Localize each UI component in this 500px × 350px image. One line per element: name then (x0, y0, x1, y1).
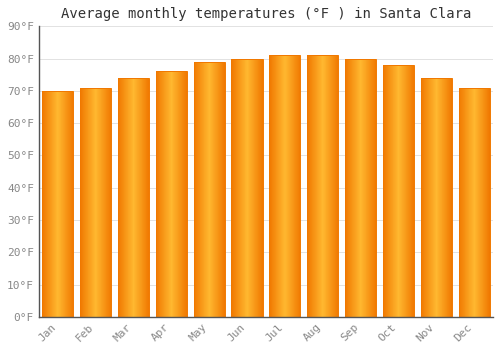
Bar (42, 91, 74, 317)
Bar (383, 65, 414, 317)
Bar (232, 58, 262, 317)
Bar (80, 88, 111, 317)
Bar (307, 55, 338, 317)
Bar (270, 55, 300, 317)
Bar (194, 62, 224, 317)
Bar (458, 88, 490, 317)
Title: Average monthly temperatures (°F ) in Santa Clara: Average monthly temperatures (°F ) in Sa… (60, 7, 471, 21)
Bar (421, 78, 452, 317)
Bar (118, 78, 149, 317)
Bar (156, 71, 187, 317)
Bar (345, 58, 376, 317)
